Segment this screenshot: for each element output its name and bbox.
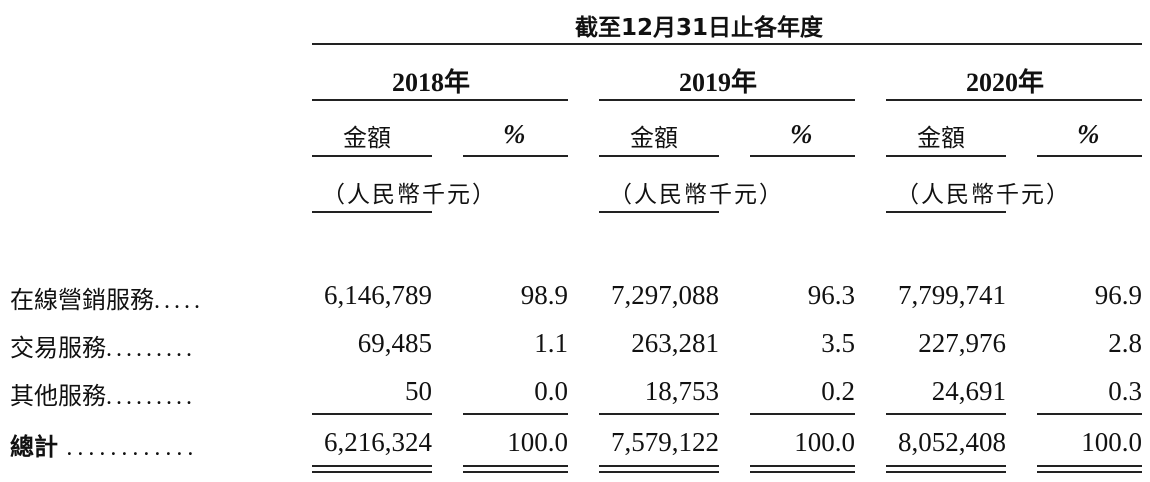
row-label-other: 其他服務......... — [10, 376, 196, 411]
period-title-rule — [312, 43, 1142, 45]
cell-other-2018-amount: 50 — [405, 376, 432, 406]
cell-total-2019-amount: 7,579,122 — [611, 427, 719, 457]
percent-rule-2019 — [750, 155, 855, 157]
total-double-rule-2019-percent-a — [750, 465, 855, 467]
cell-online-2018-percent: 98.9 — [520, 280, 568, 310]
amount-rule-2020 — [886, 155, 1006, 157]
period-title: 截至12月31日止各年度 — [575, 15, 824, 41]
row-label-total: 總計 ............ — [10, 427, 198, 462]
amount-header-2019: 金額 — [630, 124, 678, 152]
cell-transaction-2018-amount: 69,485 — [357, 328, 432, 358]
cell-transaction-2020-percent: 2.8 — [1108, 328, 1142, 358]
total-double-rule-2020-percent-a — [1037, 465, 1142, 467]
unit-rule-2020 — [886, 211, 1006, 213]
unit-rule-2019 — [599, 211, 719, 213]
cell-online-2019-percent: 96.3 — [807, 280, 855, 310]
row-label-text: 總計 — [10, 433, 58, 461]
cell-online-2018-amount: 6,146,789 — [324, 280, 432, 310]
total-double-rule-2019-amount-b — [599, 471, 719, 473]
amount-rule-2019 — [599, 155, 719, 157]
total-double-rule-2018-amount-b — [312, 471, 432, 473]
year-rule-2020 — [886, 99, 1142, 101]
total-double-rule-2018-percent-a — [463, 465, 568, 467]
cell-total-2020-percent: 100.0 — [1081, 427, 1142, 457]
percent-rule-2018 — [463, 155, 568, 157]
percent-rule-2020 — [1037, 155, 1142, 157]
year-header-2020: 2020年 — [966, 68, 1045, 97]
row-leader-dots: ......... — [106, 336, 196, 362]
total-double-rule-2019-percent-b — [750, 471, 855, 473]
year-header-2018: 2018年 — [392, 68, 471, 97]
total-double-rule-2020-amount-a — [886, 465, 1006, 467]
year-header-2019: 2019年 — [679, 68, 758, 97]
cell-online-2019-amount: 7,297,088 — [611, 280, 719, 310]
row-label-text: 其他服務 — [10, 382, 106, 410]
percent-header-2019: % — [790, 119, 813, 149]
amount-header-2018: 金額 — [343, 124, 391, 152]
cell-transaction-2018-percent: 1.1 — [534, 328, 568, 358]
unit-label-2020: （人民幣千元） — [896, 182, 1071, 208]
cell-online-2020-percent: 96.9 — [1094, 280, 1142, 310]
year-rule-2019 — [599, 99, 855, 101]
percent-header-2018: % — [503, 119, 526, 149]
cell-transaction-2020-amount: 227,976 — [918, 328, 1006, 358]
cell-total-2019-percent: 100.0 — [794, 427, 855, 457]
cell-total-2020-amount: 8,052,408 — [898, 427, 1006, 457]
row-label-text: 交易服務 — [10, 334, 106, 362]
cell-other-2019-percent: 0.2 — [821, 376, 855, 406]
subtotal-rule-2018-percent — [463, 413, 568, 415]
cell-other-2018-percent: 0.0 — [534, 376, 568, 406]
year-rule-2018 — [312, 99, 568, 101]
total-double-rule-2019-amount-a — [599, 465, 719, 467]
row-leader-dots: ............ — [66, 435, 199, 461]
percent-header-2020: % — [1077, 119, 1100, 149]
cell-transaction-2019-amount: 263,281 — [631, 328, 719, 358]
cell-total-2018-percent: 100.0 — [507, 427, 568, 457]
cell-transaction-2019-percent: 3.5 — [821, 328, 855, 358]
total-double-rule-2020-amount-b — [886, 471, 1006, 473]
amount-header-2020: 金額 — [917, 124, 965, 152]
unit-label-2019: （人民幣千元） — [609, 182, 784, 208]
cell-other-2019-amount: 18,753 — [644, 376, 719, 406]
cell-online-2020-amount: 7,799,741 — [898, 280, 1006, 310]
row-leader-dots: ......... — [106, 384, 196, 410]
cell-other-2020-percent: 0.3 — [1108, 376, 1142, 406]
cell-other-2020-amount: 24,691 — [931, 376, 1006, 406]
total-double-rule-2018-amount-a — [312, 465, 432, 467]
subtotal-rule-2019-percent — [750, 413, 855, 415]
row-label-text: 在線營銷服務 — [10, 286, 154, 314]
subtotal-rule-2019-amount — [599, 413, 719, 415]
row-label-online-marketing: 在線營銷服務..... — [10, 280, 204, 315]
subtotal-rule-2020-amount — [886, 413, 1006, 415]
unit-rule-2018 — [312, 211, 432, 213]
total-double-rule-2020-percent-b — [1037, 471, 1142, 473]
unit-label-2018: （人民幣千元） — [322, 182, 497, 208]
subtotal-rule-2018-amount — [312, 413, 432, 415]
subtotal-rule-2020-percent — [1037, 413, 1142, 415]
row-leader-dots: ..... — [154, 288, 204, 314]
amount-rule-2018 — [312, 155, 432, 157]
cell-total-2018-amount: 6,216,324 — [324, 427, 432, 457]
total-double-rule-2018-percent-b — [463, 471, 568, 473]
row-label-transaction: 交易服務......... — [10, 328, 196, 363]
